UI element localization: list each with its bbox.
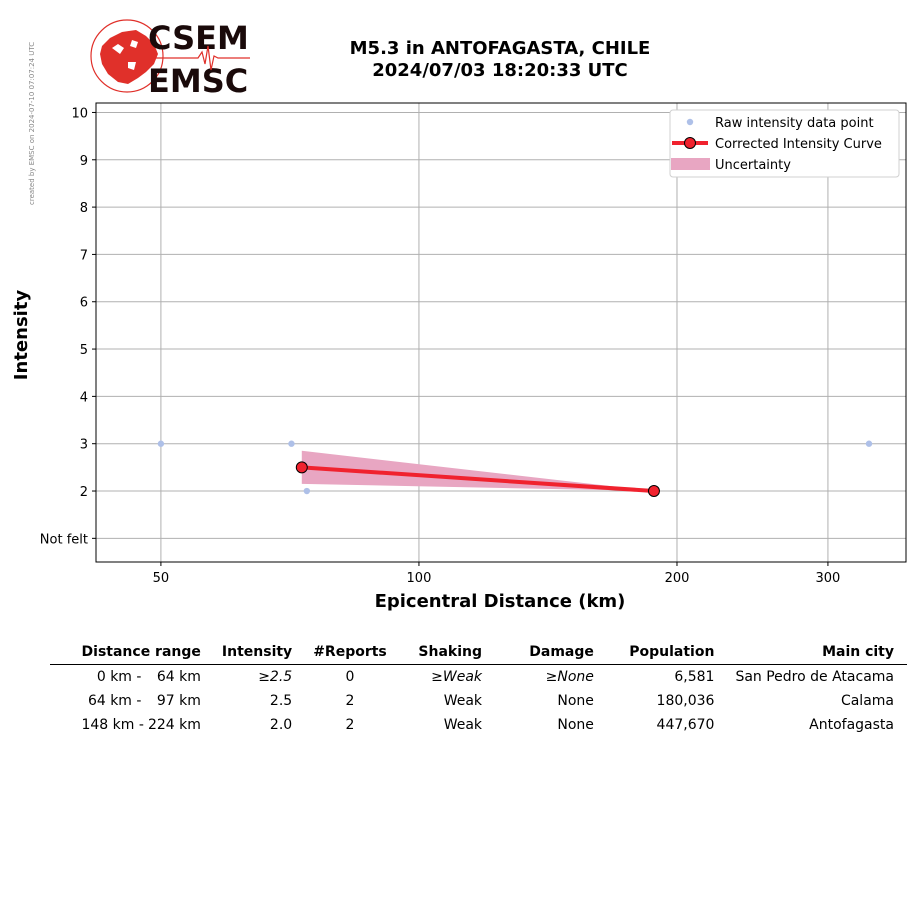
cell-intensity: 2.5 xyxy=(269,693,293,709)
curve-point xyxy=(295,461,308,474)
x-tick-label: 100 xyxy=(407,571,432,586)
logo-bottom-text: EMSC xyxy=(148,62,248,98)
cell-distance-range: 148 km - 224 km xyxy=(81,717,201,733)
cell-shaking: Weak xyxy=(443,693,483,709)
legend-box xyxy=(669,109,900,178)
cell-distance-range: 0 km - 64 km xyxy=(96,669,201,685)
title-line-1: M5.3 in ANTOFAGASTA, CHILE xyxy=(349,38,651,59)
y-tick-label: 4 xyxy=(80,390,88,405)
legend-raw-marker xyxy=(686,118,694,126)
y-tick-label: 6 xyxy=(80,296,88,311)
x-axis-label: Epicentral Distance (km) xyxy=(375,591,626,612)
header-damage: Damage xyxy=(529,644,594,660)
legend-label: Corrected Intensity Curve xyxy=(715,137,882,152)
header-intensity: Intensity xyxy=(221,644,293,660)
cell-population: 180,036 xyxy=(656,693,715,709)
cell-damage: None xyxy=(557,717,594,733)
cell-main-city: San Pedro de Atacama xyxy=(735,669,894,685)
x-tick-label: 300 xyxy=(816,571,841,586)
legend-label: Uncertainty xyxy=(715,158,791,173)
raw-data-point xyxy=(865,440,873,447)
raw-points-layer xyxy=(157,440,873,495)
title-line-2: 2024/07/03 18:20:33 UTC xyxy=(372,60,628,81)
y-tick-label: 2 xyxy=(80,485,88,500)
raw-data-point xyxy=(157,440,165,447)
cell-reports: 0 xyxy=(345,669,355,685)
cell-shaking: ≥Weak xyxy=(431,669,483,685)
cell-shaking: Weak xyxy=(443,717,483,733)
header-population: Population xyxy=(629,644,715,660)
y-tick-label: 7 xyxy=(80,248,88,263)
legend: Raw intensity data point Corrected Intens… xyxy=(669,109,900,178)
y-tick-label: 10 xyxy=(71,106,88,121)
cell-reports: 2 xyxy=(345,717,355,733)
table-row: 64 km - 97 km 2.5 2 Weak None 180,036 Ca… xyxy=(50,689,907,713)
y-tick-label: 9 xyxy=(80,154,88,169)
logo-top-text: CSEM xyxy=(148,19,249,57)
table-row: 148 km - 224 km 2.0 2 Weak None 447,670 … xyxy=(50,713,907,737)
cell-intensity: ≥2.5 xyxy=(258,669,293,685)
emsc-logo: CSEM EMSC xyxy=(90,19,250,98)
corrected-intensity-curve xyxy=(301,465,655,494)
raw-data-point xyxy=(303,487,311,495)
cell-main-city: Calama xyxy=(840,693,894,709)
cell-distance-range: 64 km - 97 km xyxy=(87,693,201,709)
cell-damage: ≥None xyxy=(545,669,594,685)
uncertainty-band xyxy=(301,450,654,492)
cell-intensity: 2.0 xyxy=(269,717,293,733)
legend-uncertainty-swatch xyxy=(671,158,710,170)
cell-population: 447,670 xyxy=(656,717,715,733)
y-axis-label: Intensity xyxy=(11,290,32,381)
intensity-chart: 50 100 200 300 Not felt 2 3 4 5 6 7 8 9 10 Raw intens… xyxy=(11,102,907,612)
cell-population: 6,581 xyxy=(674,669,715,685)
raw-data-point xyxy=(288,440,295,447)
x-tick-label: 200 xyxy=(665,571,690,586)
curve-point xyxy=(647,485,660,498)
cell-damage: None xyxy=(557,693,594,709)
x-tick-label: 50 xyxy=(153,571,170,586)
summary-table: Distance range Intensity #Reports Shakin… xyxy=(50,640,907,737)
y-tick-label: 3 xyxy=(80,438,88,453)
header-main-city: Main city xyxy=(822,644,894,660)
plot-frame xyxy=(95,102,907,563)
chart-title: M5.3 in ANTOFAGASTA, CHILE 2024/07/03 18… xyxy=(300,38,700,82)
uncertainty-band-layer xyxy=(301,450,654,492)
legend-curve-marker xyxy=(684,137,696,149)
axes: 50 100 200 300 Not felt 2 3 4 5 6 7 8 9 10 xyxy=(40,102,907,586)
y-tick-label: 8 xyxy=(80,201,88,216)
curve-layer xyxy=(295,461,660,498)
y-tick-label: 5 xyxy=(80,343,88,358)
header-reports: #Reports xyxy=(313,644,387,660)
legend-label: Raw intensity data point xyxy=(715,116,874,131)
cell-main-city: Antofagasta xyxy=(809,717,894,733)
table-row: 0 km - 64 km ≥2.5 0 ≥Weak ≥None 6,581 Sa… xyxy=(50,665,907,690)
logo-seismogram-line xyxy=(156,45,250,71)
cell-reports: 2 xyxy=(345,693,355,709)
logo-continents xyxy=(100,30,158,84)
y-tick-label: Not felt xyxy=(40,532,88,547)
header-shaking: Shaking xyxy=(418,644,483,660)
header-distance-range: Distance range xyxy=(81,644,201,660)
table-header-row: Distance range Intensity #Reports Shakin… xyxy=(50,640,907,665)
